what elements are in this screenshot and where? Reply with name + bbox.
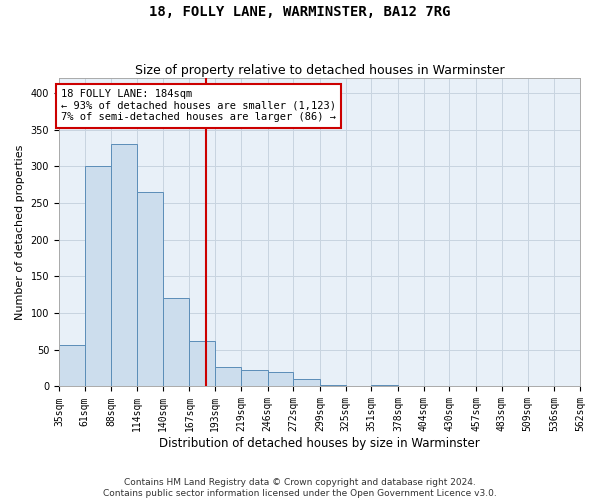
Bar (163, 298, 190, 386)
Bar (85, 166, 112, 386)
Text: Contains HM Land Registry data © Crown copyright and database right 2024.
Contai: Contains HM Land Registry data © Crown c… (103, 478, 497, 498)
Bar (112, 144, 137, 386)
Text: 18 FOLLY LANE: 184sqm
← 93% of detached houses are smaller (1,123)
7% of semi-de: 18 FOLLY LANE: 184sqm ← 93% of detached … (61, 89, 336, 122)
X-axis label: Distribution of detached houses by size in Warminster: Distribution of detached houses by size … (159, 437, 480, 450)
Bar (268, 372, 293, 386)
Title: Size of property relative to detached houses in Warminster: Size of property relative to detached ho… (134, 64, 504, 77)
Bar (371, 385, 398, 386)
Bar (215, 366, 241, 386)
Bar (320, 385, 346, 386)
Bar (137, 192, 163, 386)
Bar (190, 341, 215, 386)
Bar (59, 344, 85, 387)
Bar (293, 379, 320, 386)
Y-axis label: Number of detached properties: Number of detached properties (15, 144, 25, 320)
Bar (241, 370, 268, 386)
Text: 18, FOLLY LANE, WARMINSTER, BA12 7RG: 18, FOLLY LANE, WARMINSTER, BA12 7RG (149, 5, 451, 19)
